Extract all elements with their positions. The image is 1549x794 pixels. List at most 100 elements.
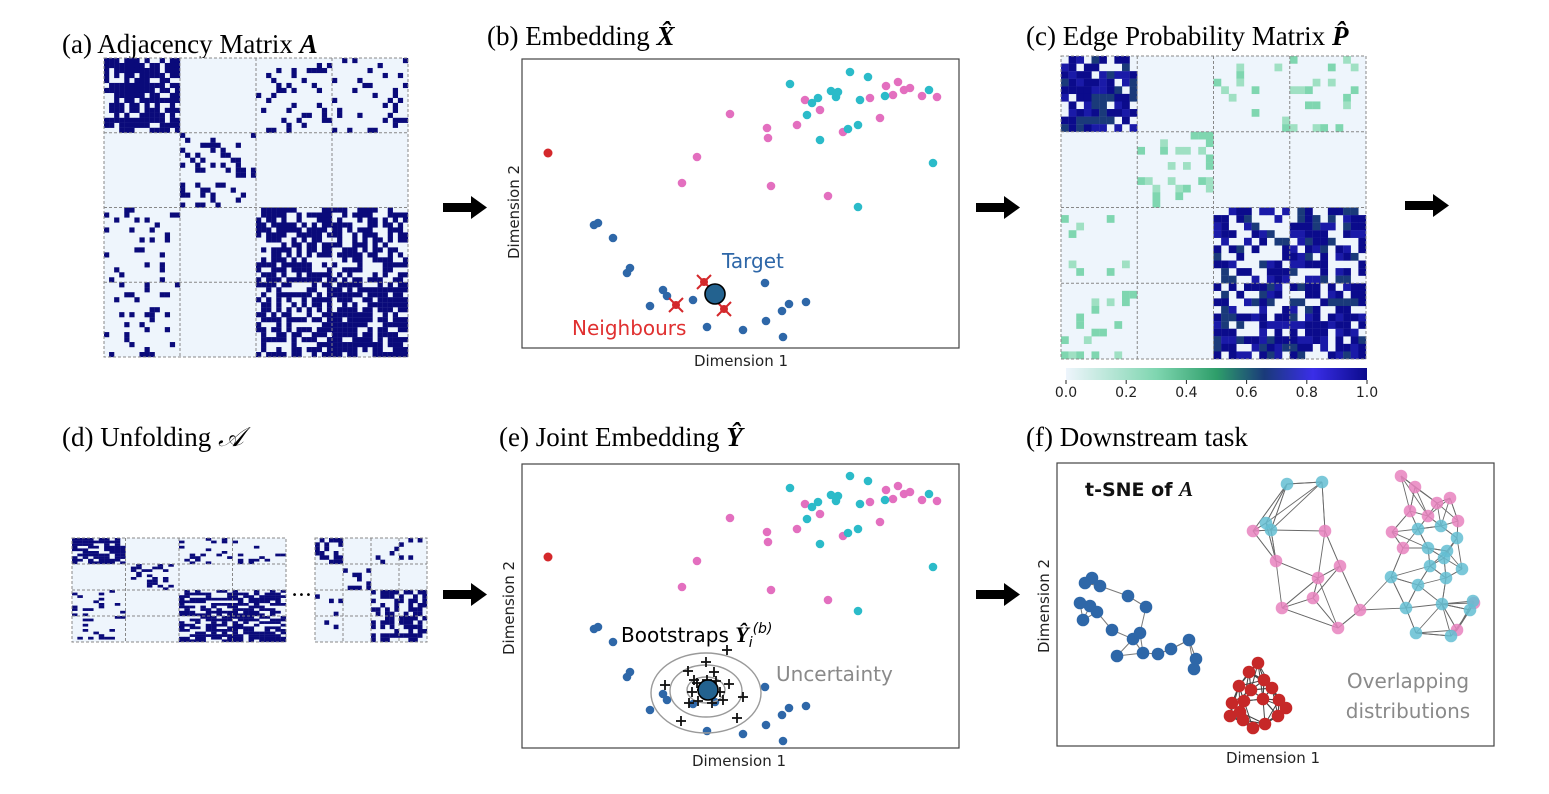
adjacency-cell: [139, 62, 145, 69]
unfolded-matrix-cell: [380, 559, 386, 565]
adjacency-cell: [321, 272, 328, 278]
probability-cell: [1228, 230, 1237, 238]
probability-cell: [1091, 298, 1100, 307]
probability-cell: [1297, 283, 1306, 291]
probability-cell: [1282, 207, 1290, 216]
adjacency-cell: [397, 237, 404, 243]
probability-cell: [1099, 71, 1107, 79]
adjacency-cell: [276, 317, 282, 323]
adjacency-cell: [306, 242, 312, 248]
probability-cell: [1282, 124, 1290, 132]
tsne-pink-point: [1451, 514, 1465, 528]
probability-cell: [1068, 109, 1077, 117]
adjacency-cell: [256, 92, 262, 99]
adjacency-cell: [169, 102, 176, 108]
probability-cell: [1114, 124, 1123, 132]
unfolded-matrix-cell: [221, 629, 228, 632]
unfolded-matrix-cell: [77, 538, 83, 541]
unfolded-matrix-cell: [179, 629, 185, 632]
tsne-edge: [1359, 576, 1392, 611]
unfolded-matrix-cell: [184, 558, 190, 562]
adjacency-cell: [306, 227, 312, 233]
colorbar-ticks: 0.0 0.2 0.4 0.6 0.8 1.0: [1055, 380, 1378, 401]
adjacency-cell: [332, 337, 338, 343]
adjacency-cell: [134, 122, 140, 128]
adjacency-cell: [169, 58, 176, 64]
adjacency-cell: [109, 58, 115, 64]
unfolded-matrix-cell: [227, 634, 233, 637]
adjacency-cell: [271, 267, 277, 273]
adjacency-cell: [271, 337, 277, 343]
probability-cell: [1343, 268, 1351, 276]
unfolded-matrix-cell: [315, 546, 320, 552]
unfolded-matrix-cell: [269, 618, 276, 622]
probability-cell: [1213, 230, 1222, 238]
probability-cell: [1320, 124, 1329, 132]
tsne-edge: [1400, 475, 1429, 517]
adjacency-cell: [301, 337, 307, 343]
tsne-blue-point: [1121, 589, 1135, 603]
unfolded-matrix-cell: [82, 613, 89, 617]
probability-cell: [1305, 275, 1313, 284]
adjacency-cell: [306, 267, 312, 273]
probability-cell: [1228, 283, 1237, 291]
adjacency-cell: [119, 82, 125, 89]
probability-cell: [1076, 86, 1085, 95]
adjacency-cell: [316, 102, 323, 108]
adjacency-cell: [332, 262, 338, 268]
adjacency-cell: [129, 122, 135, 128]
adjacency-cell: [139, 247, 145, 253]
adjacency-cell: [301, 122, 307, 128]
unfolded-matrix-cell: [195, 613, 201, 617]
adjacency-cell: [337, 217, 343, 223]
probability-cell: [1343, 305, 1351, 314]
probability-cell: [1122, 116, 1130, 125]
unfolded-matrix-cell: [280, 623, 287, 627]
probability-cell: [1335, 268, 1344, 276]
tsne-title: t-SNE of A: [1085, 477, 1193, 501]
tsne-red-point: [1246, 721, 1260, 735]
probability-cell: [1091, 93, 1100, 102]
adjacency-cell: [164, 87, 171, 94]
unfolded-matrix-cell: [269, 597, 276, 601]
probability-cell: [1129, 124, 1138, 132]
unfolded-matrix-cell: [179, 597, 185, 601]
probability-border: [1060, 55, 1367, 360]
joint-embedding-red-point: [543, 552, 553, 562]
adjacency-cell: [261, 262, 267, 268]
adjacency-cell: [321, 312, 328, 318]
unfolded-matrix-cell: [205, 634, 212, 637]
unfolded-matrix-cell: [264, 600, 271, 604]
unfolded-matrix-cell: [264, 597, 271, 601]
unfolded-matrix-cell: [179, 626, 185, 630]
unfolded-matrix-cell: [227, 597, 233, 601]
adjacency-cell: [225, 167, 231, 173]
adjacency-cell: [261, 247, 267, 253]
adjacency-cell: [174, 117, 181, 123]
unfolded-matrix-border: [71, 537, 287, 643]
probability-cell: [1061, 124, 1069, 132]
unfolded-matrix-cell: [162, 569, 169, 572]
unfolded-matrix-cell: [237, 597, 244, 601]
tsne-blue-point: [1090, 605, 1104, 619]
probability-cell: [1259, 230, 1268, 238]
adjacency-cell: [164, 67, 171, 74]
adjacency-cell: [332, 312, 338, 318]
unfolded-matrix-cell: [120, 561, 126, 565]
probability-cell: [1076, 268, 1085, 276]
unfolded-matrix-cell: [280, 639, 287, 643]
unfolded-matrix-cell: [72, 605, 78, 609]
probability-cell: [1076, 116, 1085, 125]
adjacency-cell: [367, 277, 373, 283]
probability-cell: [1228, 207, 1237, 216]
adjacency-cell: [291, 332, 297, 338]
adjacency-cell: [326, 342, 333, 348]
probability-cell: [1274, 313, 1283, 322]
adjacency-cell: [266, 262, 272, 268]
embedding-cyan-point: [855, 95, 865, 105]
embedding-pink-point: [893, 77, 903, 87]
probability-cell: [1282, 313, 1290, 322]
unfolded-matrix-cell: [114, 616, 121, 619]
adjacency-cell: [342, 212, 348, 218]
adjacency-cell: [210, 162, 216, 168]
